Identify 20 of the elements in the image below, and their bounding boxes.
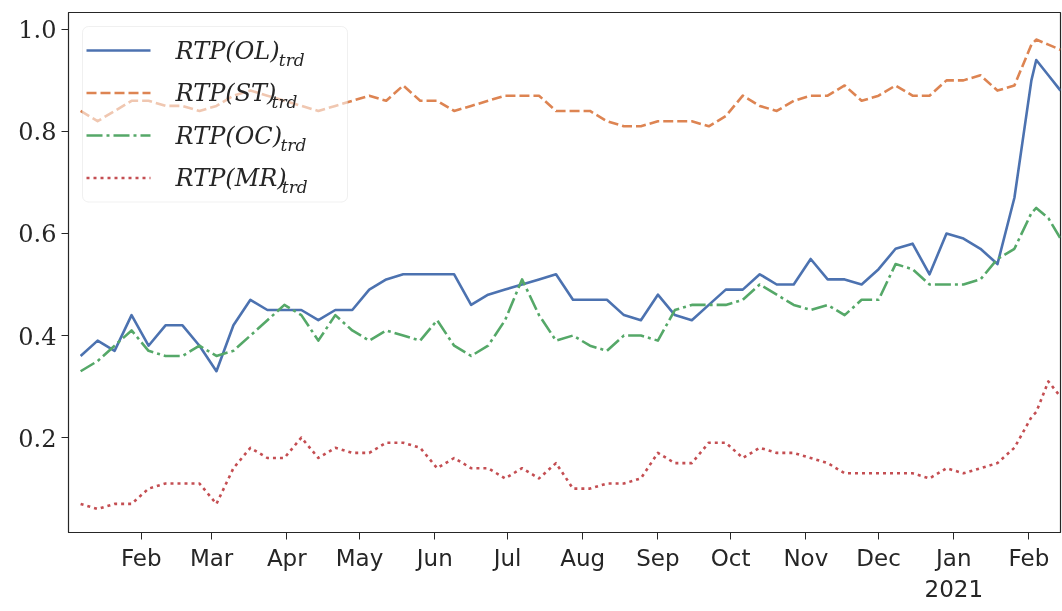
y-tick-label: 0.8 (18, 118, 57, 147)
y-tick-label: 0.2 (18, 424, 57, 453)
x-tick-label: Jun (414, 544, 453, 571)
x-tick-label: Apr (266, 544, 308, 571)
x-tick-label: Jan 2021 (924, 544, 984, 602)
y-tick-label: 0.4 (18, 322, 57, 351)
x-tick-label: Jul (491, 544, 522, 571)
x-tick-label: Feb (120, 544, 162, 571)
x-tick-label: Sep (636, 544, 680, 571)
x-tick-label: Feb (1008, 544, 1050, 571)
y-tick-label: 1.0 (18, 16, 57, 45)
line-series (79, 380, 1061, 511)
x-tick-label: May (335, 544, 384, 571)
x-tick-label: Aug (560, 544, 606, 571)
x-tick-label: Nov (783, 544, 829, 571)
x-tick-label: Oct (710, 544, 751, 571)
y-tick-label: 0.6 (18, 220, 57, 249)
x-tick-label: Mar (189, 544, 234, 571)
line-series (79, 206, 1061, 373)
x-tick-label: Dec (856, 544, 901, 571)
